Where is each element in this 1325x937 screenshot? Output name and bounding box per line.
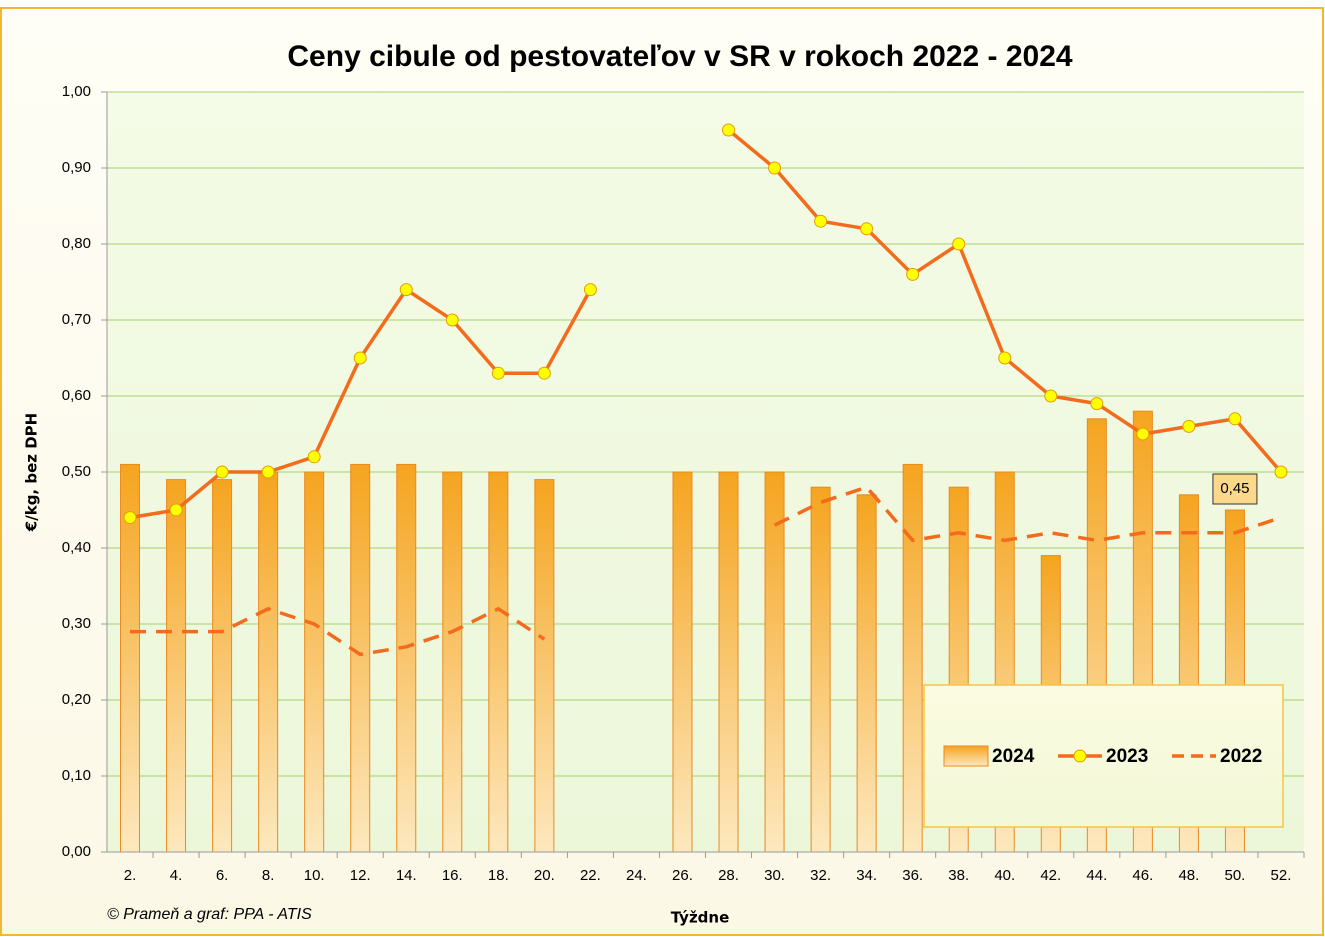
marker [998,351,1012,365]
source-note: © Prameň a graf: PPA - ATIS [107,906,312,923]
x-tick-label: 32. [810,867,831,884]
marker [445,313,459,327]
marker [1182,419,1196,433]
bar [442,471,463,853]
legend-marker [1073,749,1087,763]
x-tick-label: 36. [902,867,923,884]
x-tick-label: 50. [1225,867,1246,884]
x-tick-label: 4. [170,867,183,884]
data-label-box [1212,473,1258,505]
x-tick-label: 6. [216,867,229,884]
dashed-line [130,607,546,657]
bar [350,463,371,853]
x-axis-label: Týždne [671,909,730,927]
marker [1274,465,1288,479]
legend-label: 2022 [1220,746,1262,767]
marker [722,123,736,137]
y-tick-label: 0,50 [62,463,91,480]
y-tick-label: 0,70 [62,311,91,328]
marker [1090,397,1104,411]
marker [537,366,551,380]
x-tick-label: 48. [1178,867,1199,884]
y-tick-label: 0,10 [62,767,91,784]
marker [768,161,782,175]
marker [491,366,505,380]
marker [399,283,413,297]
y-axis-label: €/kg, bez DPH [23,413,41,532]
bar [166,479,187,853]
marker [261,465,275,479]
bar [718,471,739,853]
x-tick-label: 26. [672,867,693,884]
y-tick-label: 1,00 [62,83,91,100]
marker [906,267,920,281]
marker [169,503,183,517]
x-tick-label: 40. [994,867,1015,884]
dashed-line [773,485,1282,543]
marker [583,283,597,297]
x-tick-label: 18. [488,867,509,884]
marker [1228,412,1242,426]
y-tick-label: 0,20 [62,691,91,708]
bar [396,463,417,853]
x-tick-label: 42. [1040,867,1061,884]
bar [304,471,325,853]
bar [212,479,233,853]
marker [307,450,321,464]
bar [810,486,831,853]
y-tick-label: 0,30 [62,615,91,632]
legend-label: 2023 [1106,746,1148,767]
marker [353,351,367,365]
x-tick-label: 2. [124,867,137,884]
y-tick-label: 0,90 [62,159,91,176]
bar [488,471,509,853]
y-tick-label: 0,60 [62,387,91,404]
marker [123,511,137,525]
x-tick-label: 52. [1271,867,1292,884]
y-tick-label: 0,40 [62,539,91,556]
marker [860,222,874,236]
x-tick-label: 28. [718,867,739,884]
marker [814,214,828,228]
x-tick-label: 20. [534,867,555,884]
legend-swatch [943,745,989,767]
x-tick-label: 22. [580,867,601,884]
marker [1136,427,1150,441]
x-tick-label: 24. [626,867,647,884]
x-tick-label: 38. [948,867,969,884]
y-tick-label: 0,80 [62,235,91,252]
chart-title: Ceny cibule od pestovateľov v SR v rokoc… [287,40,1073,73]
bar [764,471,785,853]
legend-label: 2024 [992,746,1035,767]
x-tick-label: 10. [304,867,325,884]
data-label: 0,45 [1220,480,1249,497]
x-tick-label: 34. [856,867,877,884]
marker [215,465,229,479]
x-tick-label: 8. [262,867,275,884]
bar [258,471,279,853]
x-tick-label: 14. [396,867,417,884]
y-tick-label: 0,00 [62,843,91,860]
bar [534,479,555,853]
marker [1044,389,1058,403]
x-tick-label: 12. [350,867,371,884]
bar [672,471,693,853]
x-tick-label: 46. [1132,867,1153,884]
bar [856,494,877,853]
x-tick-label: 16. [442,867,463,884]
x-tick-label: 30. [764,867,785,884]
x-tick-label: 44. [1086,867,1107,884]
bar [902,463,923,853]
marker [952,237,966,251]
